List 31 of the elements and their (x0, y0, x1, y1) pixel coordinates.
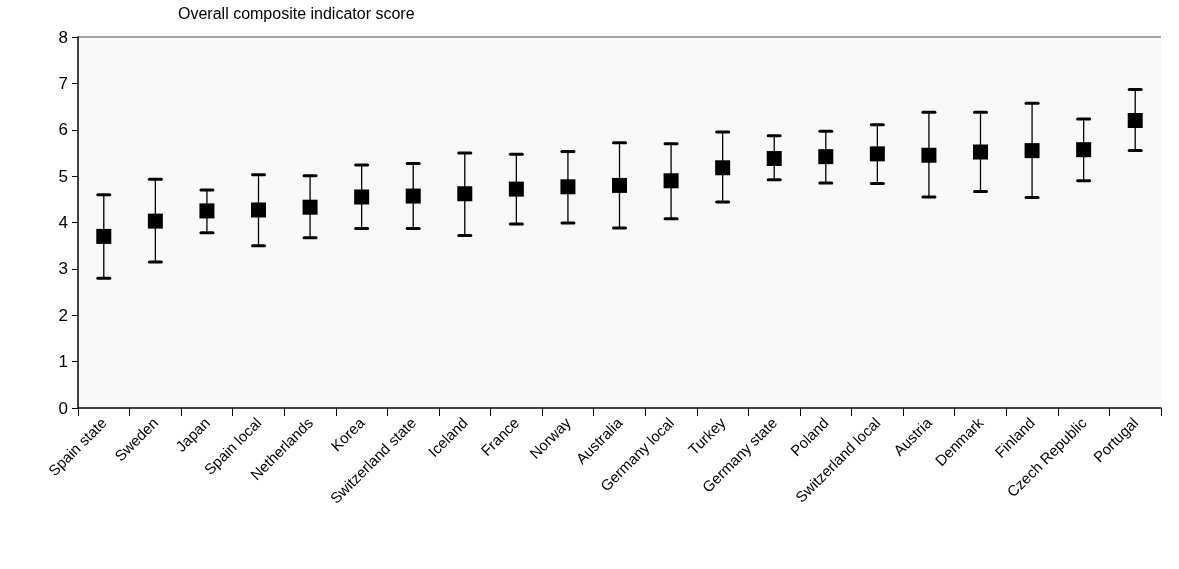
y-tick-label: 1 (58, 352, 68, 372)
point (560, 179, 576, 195)
point (612, 177, 627, 193)
point (663, 173, 679, 189)
y-tick-label: 2 (58, 305, 68, 325)
y-axis-title: Overall composite indicator score (178, 4, 415, 22)
point (96, 228, 112, 244)
point (405, 188, 421, 204)
y-tick-label: 0 (58, 398, 68, 418)
point (818, 149, 834, 165)
point (147, 213, 163, 229)
point (354, 189, 370, 205)
y-tick-label: 5 (58, 166, 68, 186)
point (457, 186, 473, 202)
point (1076, 142, 1092, 158)
point (251, 202, 266, 218)
point (508, 181, 524, 197)
point (921, 147, 937, 163)
point (302, 199, 318, 215)
y-tick-label: 8 (58, 27, 68, 47)
point (715, 160, 731, 176)
point (766, 151, 782, 166)
point (1024, 143, 1040, 159)
y-tick-label: 3 (58, 259, 68, 279)
point (973, 144, 988, 160)
y-tick-label: 6 (58, 120, 68, 140)
point (199, 203, 215, 219)
point (869, 146, 885, 162)
y-tick-label: 7 (58, 73, 68, 93)
point (1127, 112, 1143, 128)
y-tick-label: 4 (58, 213, 68, 232)
